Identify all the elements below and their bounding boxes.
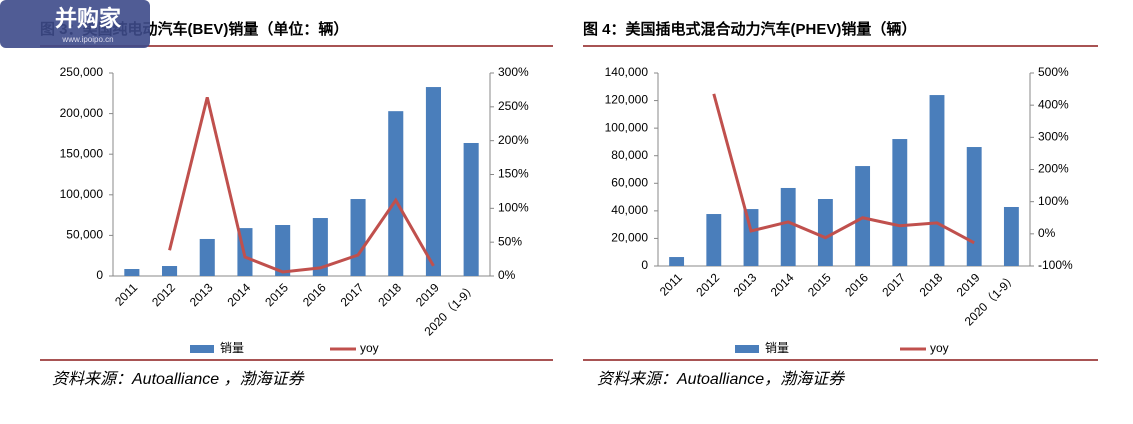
bar xyxy=(817,199,833,266)
source-note: 资料来源：Autoalliance ，渤海证券 xyxy=(52,370,306,388)
legend-label: 销量 xyxy=(765,341,789,355)
watermark-url: www.ipoipo.cn xyxy=(61,35,113,44)
watermark: 并购家 www.ipoipo.cn xyxy=(0,0,150,48)
source-note: 资料来源：Autoalliance，渤海证券 xyxy=(597,370,846,388)
bar xyxy=(350,199,366,276)
y2-tick-label: 200% xyxy=(1038,162,1069,176)
chart-title: 图 4：美国插电式混合动力汽车(PHEV)销量（辆） xyxy=(583,20,916,38)
y-tick-label: 100,000 xyxy=(60,187,104,201)
legend-label: yoy xyxy=(930,341,949,355)
y2-tick-label: 0% xyxy=(498,268,516,282)
y-tick-label: 100,000 xyxy=(605,120,649,134)
y2-tick-label: 400% xyxy=(1038,97,1069,111)
bar xyxy=(312,218,328,276)
bar xyxy=(855,166,871,266)
bar xyxy=(706,214,722,266)
watermark-box xyxy=(0,0,150,48)
y2-tick-label: 300% xyxy=(498,65,529,79)
legend-swatch xyxy=(735,345,759,353)
y-tick-label: 20,000 xyxy=(611,231,648,245)
bar xyxy=(780,187,796,266)
y-tick-label: 80,000 xyxy=(611,148,648,162)
legend-label: yoy xyxy=(360,341,379,355)
y-tick-label: 250,000 xyxy=(60,65,104,79)
bar xyxy=(124,269,140,276)
y2-tick-label: -100% xyxy=(1038,258,1073,272)
y-tick-label: 0 xyxy=(641,258,648,272)
y2-tick-label: 200% xyxy=(498,133,529,147)
bar xyxy=(743,209,759,266)
y2-tick-label: 250% xyxy=(498,99,529,113)
y-tick-label: 50,000 xyxy=(66,228,103,242)
line-series xyxy=(712,93,975,245)
y2-tick-label: 50% xyxy=(498,234,522,248)
bar xyxy=(275,225,291,276)
y-tick-label: 40,000 xyxy=(611,203,648,217)
y-tick-label: 120,000 xyxy=(605,93,649,107)
y2-tick-label: 100% xyxy=(498,201,529,215)
watermark-brand: 并购家 xyxy=(55,6,122,31)
y-tick-label: 0 xyxy=(96,268,103,282)
legend-label: 销量 xyxy=(220,341,244,355)
bar xyxy=(388,111,404,276)
bar xyxy=(463,142,479,276)
y-tick-label: 60,000 xyxy=(611,175,648,189)
legend-swatch xyxy=(190,345,214,353)
bar xyxy=(199,238,215,276)
y2-tick-label: 300% xyxy=(1038,130,1069,144)
y2-tick-label: 0% xyxy=(1038,226,1056,240)
y2-tick-label: 500% xyxy=(1038,65,1069,79)
y-tick-label: 140,000 xyxy=(605,65,649,79)
bar xyxy=(669,257,685,266)
line-series xyxy=(168,97,435,274)
bar xyxy=(425,87,441,276)
bar xyxy=(1003,206,1019,266)
bar xyxy=(162,266,178,276)
y-tick-label: 150,000 xyxy=(60,146,104,160)
bar xyxy=(966,147,982,266)
bar xyxy=(929,95,945,266)
y2-tick-label: 150% xyxy=(498,167,529,181)
y2-tick-label: 100% xyxy=(1038,194,1069,208)
bar xyxy=(892,139,908,266)
y-tick-label: 200,000 xyxy=(60,106,104,120)
